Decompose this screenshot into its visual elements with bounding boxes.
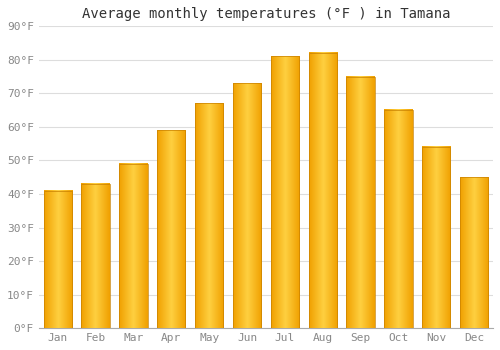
Bar [44,191,72,328]
Bar [195,104,224,328]
Bar [119,164,148,328]
Bar [308,53,337,328]
Bar [157,130,186,328]
Bar [233,83,261,328]
Bar [460,177,488,328]
Bar [346,77,375,328]
Bar [270,56,299,328]
Bar [422,147,450,328]
Bar [82,184,110,328]
Bar [384,110,412,328]
Title: Average monthly temperatures (°F ) in Tamana: Average monthly temperatures (°F ) in Ta… [82,7,450,21]
